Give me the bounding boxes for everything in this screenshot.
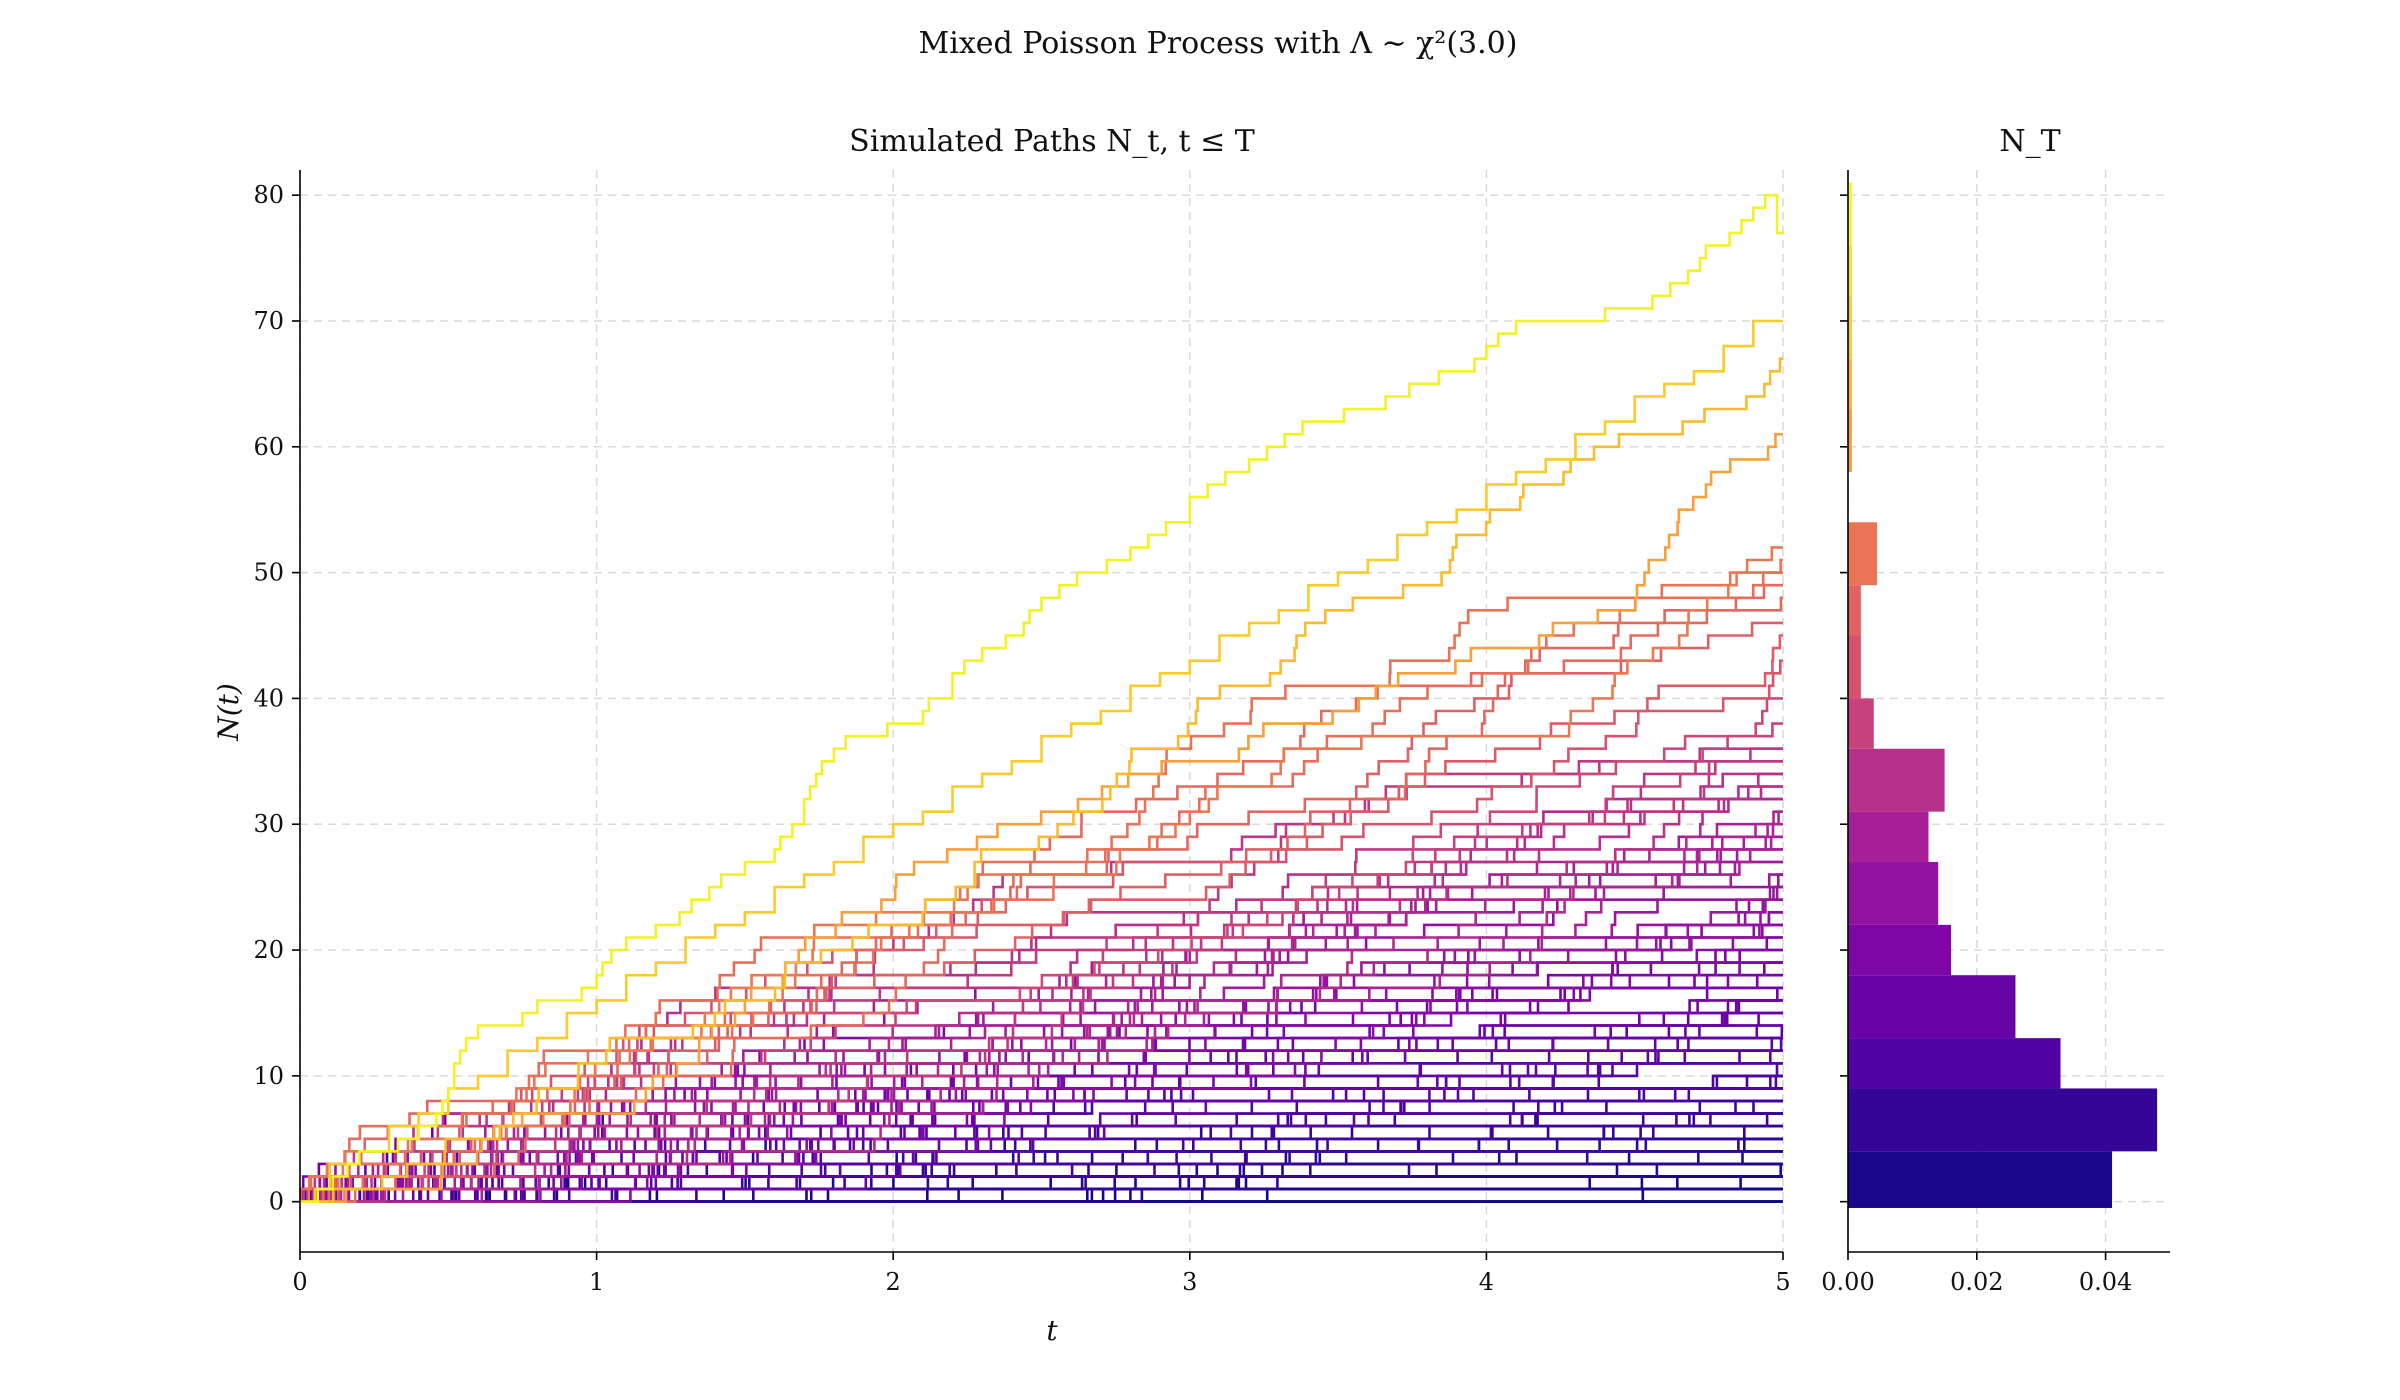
sample-path-line: [300, 911, 1783, 1203]
paths-panel: Simulated Paths N_t, t ≤ T 0 1 2 3 4 50102030…: [212, 124, 1791, 1347]
histogram-bar: [1848, 358, 1852, 410]
histogram-bar: [1848, 924, 1952, 976]
sample-path-line: [300, 583, 1783, 1203]
sample-path-line: [300, 1162, 1783, 1203]
sample-path-line: [300, 760, 1783, 1203]
sample-path-line: [300, 760, 1783, 1203]
sample-path-line: [300, 1150, 1783, 1203]
sample-path-line: [300, 697, 1783, 1203]
x-tick-label: 4: [1479, 1268, 1494, 1296]
histogram-bar: [1848, 1088, 2158, 1152]
sample-path-line: [300, 1011, 1783, 1203]
y-tick-label: 0: [269, 1188, 284, 1216]
sample-path-line: [300, 923, 1783, 1203]
y-tick-label: 30: [253, 810, 284, 838]
sample-path-line: [300, 1011, 1783, 1203]
sample-path-line: [300, 1162, 1783, 1203]
histogram-bar: [1848, 811, 1929, 862]
histogram-panel-title: N_T: [1999, 124, 2060, 159]
sample-path-line: [300, 936, 1783, 1203]
histogram-bar: [1848, 295, 1852, 359]
sample-path-line: [300, 1062, 1783, 1203]
sample-path-line: [300, 1011, 1783, 1203]
histogram-bar: [1848, 975, 2016, 1039]
x-tick-label: 5: [1775, 1268, 1790, 1296]
x-tick-label: 3: [1182, 1268, 1197, 1296]
sample-path-line: [300, 747, 1783, 1203]
sample-path-line: [300, 785, 1783, 1203]
paths-series-group: [299, 193, 1784, 1203]
histogram-bar: [1848, 245, 1852, 296]
histogram-bar: [1848, 522, 1877, 586]
x-axis-label: t: [1046, 1314, 1058, 1347]
paths-panel-title: Simulated Paths N_t, t ≤ T: [849, 124, 1255, 159]
sample-path-line: [300, 546, 1783, 1203]
sample-path-line: [300, 558, 1783, 1203]
histogram-bar: [1848, 861, 1939, 925]
sample-path-line: [300, 1162, 1783, 1203]
sample-path-line: [300, 432, 1783, 1203]
histogram-bar: [1848, 635, 1861, 699]
sample-path-line: [300, 797, 1783, 1203]
hist-x-tick-label: 0.00: [1821, 1268, 1874, 1296]
histogram-bar: [1848, 182, 1852, 246]
sample-path-line: [300, 1087, 1783, 1203]
y-tick-label: 60: [253, 433, 284, 461]
sample-path-line: [300, 999, 1783, 1203]
histogram-axes: 0.00 0.02 0.04: [1821, 170, 2170, 1296]
histogram-bar: [1848, 1151, 2113, 1208]
histogram-panel: N_T 0.00 0.02 0.04: [1821, 124, 2170, 1296]
sample-path-line: [300, 936, 1783, 1203]
sample-path-line: [300, 860, 1783, 1203]
hist-x-tick-label: 0.02: [1950, 1268, 2003, 1296]
y-tick-label: 10: [253, 1062, 284, 1090]
x-tick-label: 2: [886, 1268, 901, 1296]
sample-path-line: [300, 193, 1783, 1203]
y-tick-label: 70: [253, 307, 284, 335]
figure-suptitle: Mixed Poisson Process with Λ ∼ χ²(3.0): [919, 26, 1518, 61]
histogram-bar: [1848, 1038, 2061, 1089]
sample-path-line: [300, 1062, 1783, 1203]
sample-path-line: [300, 1162, 1783, 1203]
histogram-bars: [1848, 182, 2158, 1208]
y-tick-label: 80: [253, 181, 284, 209]
sample-path-line: [300, 1074, 1783, 1203]
sample-path-line: [300, 357, 1783, 1203]
x-tick-label: 1: [589, 1268, 604, 1296]
sample-path-line: [300, 923, 1783, 1203]
sample-path-line: [300, 319, 1783, 1203]
y-axis-label: N(t): [212, 683, 245, 742]
sample-path-line: [300, 621, 1783, 1203]
y-tick-label: 50: [253, 559, 284, 587]
histogram-bar: [1848, 409, 1852, 472]
histogram-bar: [1848, 585, 1861, 636]
histogram-bar: [1848, 698, 1874, 749]
y-tick-label: 20: [253, 936, 284, 964]
sample-path-line: [300, 986, 1783, 1203]
hist-x-tick-label: 0.04: [2079, 1268, 2132, 1296]
sample-path-line: [300, 1087, 1783, 1203]
sample-path-line: [300, 1137, 1783, 1203]
x-tick-label: 0: [292, 1268, 307, 1296]
y-tick-label: 40: [253, 684, 284, 712]
sample-path-line: [300, 911, 1783, 1203]
histogram-bar: [1848, 748, 1945, 812]
